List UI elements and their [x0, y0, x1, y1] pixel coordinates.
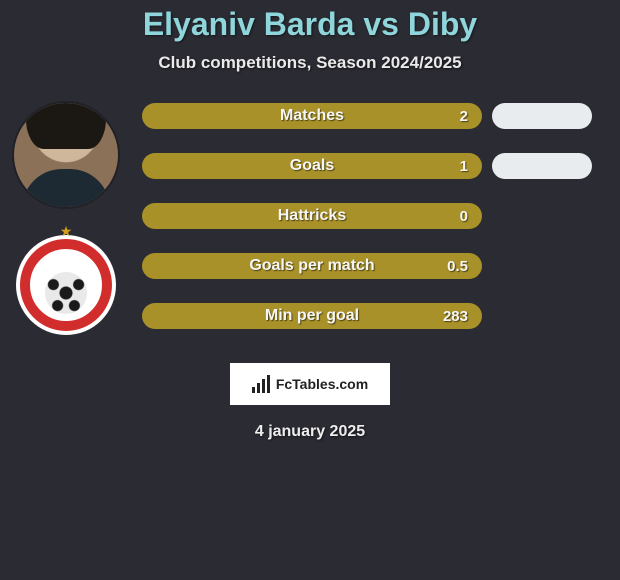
stat-row: Goals 1: [142, 153, 612, 179]
stat-label: Hattricks: [278, 207, 346, 225]
content-area: ★ Matches 2 Goals 1: [0, 103, 620, 335]
source-logo: FcTables.com: [230, 363, 390, 405]
star-icon: ★: [60, 223, 73, 240]
stat-pill-right: [492, 103, 592, 129]
stat-bars: Matches 2 Goals 1 Hattricks 0: [142, 103, 612, 329]
comparison-infographic: Elyaniv Barda vs Diby Club competitions,…: [0, 0, 620, 441]
stat-row: Min per goal 283: [142, 303, 612, 329]
source-label: FcTables.com: [276, 376, 368, 392]
stat-pill-left: Min per goal 283: [142, 303, 482, 329]
football-icon: [45, 272, 87, 314]
stat-pill-left: Goals 1: [142, 153, 482, 179]
player-avatar: [14, 103, 118, 207]
stat-label: Goals: [290, 157, 334, 175]
stat-value-left: 2: [460, 108, 468, 125]
stat-pill-left: Goals per match 0.5: [142, 253, 482, 279]
page-subtitle: Club competitions, Season 2024/2025: [0, 53, 620, 73]
stat-value-left: 0: [460, 208, 468, 225]
stat-value-left: 283: [443, 308, 468, 325]
stat-pill-left: Hattricks 0: [142, 203, 482, 229]
date-label: 4 january 2025: [0, 423, 620, 441]
stat-value-left: 0.5: [447, 258, 468, 275]
stat-row: Matches 2: [142, 103, 612, 129]
stat-pill-left: Matches 2: [142, 103, 482, 129]
page-title: Elyaniv Barda vs Diby: [0, 6, 620, 43]
stat-label: Min per goal: [265, 307, 359, 325]
stat-label: Goals per match: [249, 257, 374, 275]
left-player-column: ★: [8, 103, 124, 335]
stat-value-left: 1: [460, 158, 468, 175]
stat-label: Matches: [280, 107, 344, 125]
bars-icon: [252, 375, 270, 393]
club-badge: ★: [16, 235, 116, 335]
stat-row: Goals per match 0.5: [142, 253, 612, 279]
stat-pill-right: [492, 153, 592, 179]
stat-row: Hattricks 0: [142, 203, 612, 229]
